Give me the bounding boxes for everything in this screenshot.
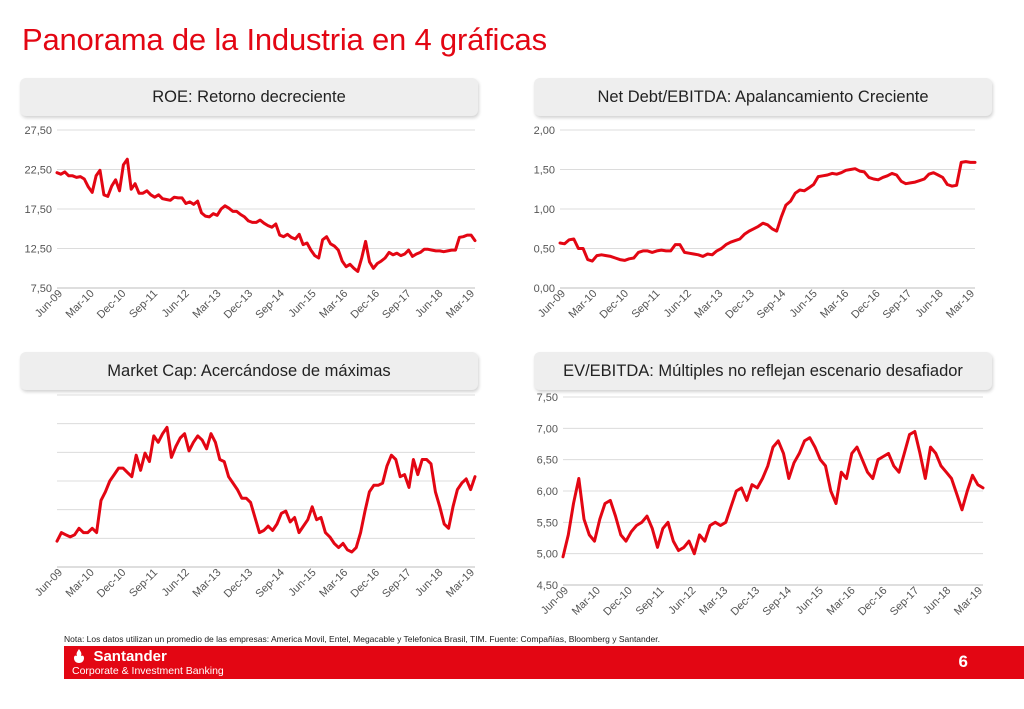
x-tick-label: Mar-16 xyxy=(825,585,858,618)
series-line xyxy=(558,160,977,263)
x-tick-label: Mar-10 xyxy=(570,585,603,618)
page-title: Panorama de la Industria en 4 gráficas xyxy=(22,22,547,57)
brand-name: Santander xyxy=(93,648,167,665)
y-tick-label: 5,50 xyxy=(537,517,558,529)
y-tick-label: 27,50 xyxy=(24,125,52,137)
chart-title: Net Debt/EBITDA: Apalancamiento Crecient… xyxy=(597,87,929,106)
y-tick-label: 17,50 xyxy=(24,204,52,216)
y-tick-label: 5,00 xyxy=(537,549,558,561)
footer-bar: Santander Corporate & Investment Banking… xyxy=(64,646,1024,679)
y-tick-label: 0,00 xyxy=(534,283,555,295)
x-tick-label: Jun-15 xyxy=(794,585,826,617)
y-tick-label: 6,00 xyxy=(537,486,558,498)
chart-header-roe: ROE: Retorno decreciente xyxy=(20,78,478,116)
y-tick-label: 0,50 xyxy=(534,244,555,256)
y-tick-label: 1,50 xyxy=(534,165,555,177)
x-tick-label: Sep-17 xyxy=(888,585,922,619)
chart-title: EV/EBITDA: Múltiples no reflejan escenar… xyxy=(563,361,963,380)
page-number: 6 xyxy=(958,652,968,671)
series-line xyxy=(55,425,477,554)
series-line xyxy=(561,430,985,559)
y-tick-label: 7,50 xyxy=(537,392,558,404)
y-tick-label: 2,00 xyxy=(534,125,555,137)
y-tick-label: 4,50 xyxy=(537,580,558,592)
santander-logo: Santander Corporate & Investment Banking xyxy=(72,648,224,677)
series-line xyxy=(55,157,477,273)
chart-header-ev-ebitda: EV/EBITDA: Múltiples no reflejan escenar… xyxy=(534,352,992,390)
x-tick-label: Dec-13 xyxy=(729,585,763,619)
y-tick-label: 7,50 xyxy=(31,283,52,295)
flame-icon xyxy=(72,648,86,669)
y-tick-label: 12,50 xyxy=(24,244,52,256)
chart-title: ROE: Retorno decreciente xyxy=(152,87,346,106)
x-tick-label: Jun-12 xyxy=(666,585,698,617)
x-tick-label: Mar-13 xyxy=(697,585,730,618)
x-tick-label: Jun-18 xyxy=(921,585,953,617)
y-tick-label: 22,50 xyxy=(24,165,52,177)
x-tick-label: Mar-19 xyxy=(952,585,985,618)
x-tick-label: Sep-14 xyxy=(760,585,794,619)
chart-header-net-debt: Net Debt/EBITDA: Apalancamiento Crecient… xyxy=(534,78,992,116)
y-tick-label: 7,00 xyxy=(537,423,558,435)
y-tick-label: 6,50 xyxy=(537,455,558,467)
chart-title: Market Cap: Acercándose de máximas xyxy=(107,361,391,380)
x-tick-label: Dec-10 xyxy=(601,585,635,619)
x-tick-label: Sep-11 xyxy=(634,585,667,618)
chart-header-market-cap: Market Cap: Acercándose de máximas xyxy=(20,352,478,390)
brand-subtitle: Corporate & Investment Banking xyxy=(72,665,224,677)
x-tick-label: Dec-16 xyxy=(856,585,890,619)
footnote: Nota: Los datos utilizan un promedio de … xyxy=(64,634,660,644)
y-tick-label: 1,00 xyxy=(534,204,555,216)
